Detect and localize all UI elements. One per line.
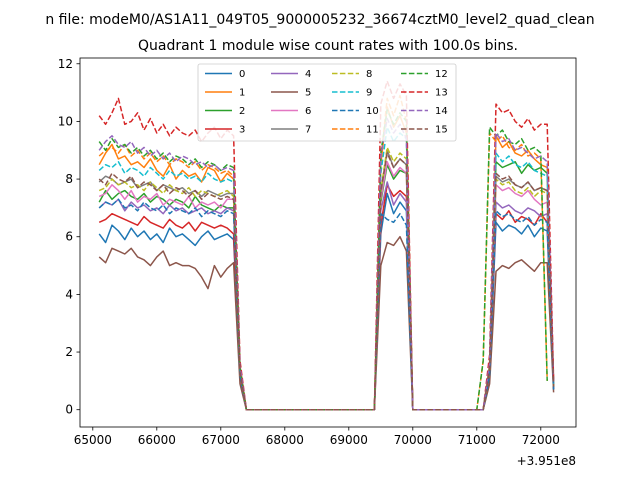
y-tick-label: 2 bbox=[65, 345, 73, 359]
x-tick-label: 68000 bbox=[266, 433, 304, 447]
series-line-5 bbox=[98, 235, 555, 411]
legend-label-15: 15 bbox=[435, 125, 448, 136]
y-tick-label: 4 bbox=[65, 287, 73, 301]
x-offset-label: +3.951e8 bbox=[517, 454, 576, 468]
legend-label-3: 3 bbox=[239, 125, 245, 136]
x-tick-label: 70000 bbox=[394, 433, 432, 447]
legend-box bbox=[197, 63, 457, 142]
x-tick-label: 67000 bbox=[202, 433, 240, 447]
x-tick-label: 69000 bbox=[330, 433, 368, 447]
legend-label-4: 4 bbox=[305, 69, 311, 80]
legend-label-9: 9 bbox=[366, 88, 372, 99]
y-tick-label: 0 bbox=[65, 403, 73, 417]
x-tick-label: 72000 bbox=[522, 433, 560, 447]
plot-frame bbox=[79, 57, 577, 428]
suptitle: n file: modeM0/AS1A11_049T05_9000005232_… bbox=[45, 12, 594, 28]
legend-label-7: 7 bbox=[305, 125, 311, 136]
axis-layer: 65000 66000 67000 68000 69000 70000 71000 72000… bbox=[58, 57, 560, 447]
x-tick-label: 65000 bbox=[74, 433, 112, 447]
x-tick-label: 71000 bbox=[458, 433, 496, 447]
legend-label-2: 2 bbox=[239, 106, 245, 117]
series-line-15 bbox=[98, 152, 555, 411]
legend-label-1: 1 bbox=[239, 88, 245, 99]
series-line-9 bbox=[98, 126, 555, 411]
legend-label-0: 0 bbox=[239, 69, 245, 80]
legend-label-10: 10 bbox=[366, 106, 379, 117]
x-tick-label: 66000 bbox=[138, 433, 176, 447]
chart-title: Quadrant 1 module wise count rates with … bbox=[138, 38, 518, 54]
y-tick-label: 6 bbox=[65, 230, 73, 244]
legend-label-11: 11 bbox=[366, 125, 379, 136]
legend-label-12: 12 bbox=[435, 69, 448, 80]
legend-label-13: 13 bbox=[435, 88, 448, 99]
series-layer bbox=[98, 80, 555, 411]
legend-label-5: 5 bbox=[305, 88, 311, 99]
series-line-11 bbox=[98, 94, 548, 411]
legend-label-14: 14 bbox=[435, 106, 448, 117]
legend-label-8: 8 bbox=[366, 69, 372, 80]
legend-label-6: 6 bbox=[305, 106, 311, 117]
y-tick-label: 8 bbox=[65, 172, 73, 186]
y-tick-label: 12 bbox=[58, 57, 73, 71]
y-tick-label: 10 bbox=[58, 114, 73, 128]
